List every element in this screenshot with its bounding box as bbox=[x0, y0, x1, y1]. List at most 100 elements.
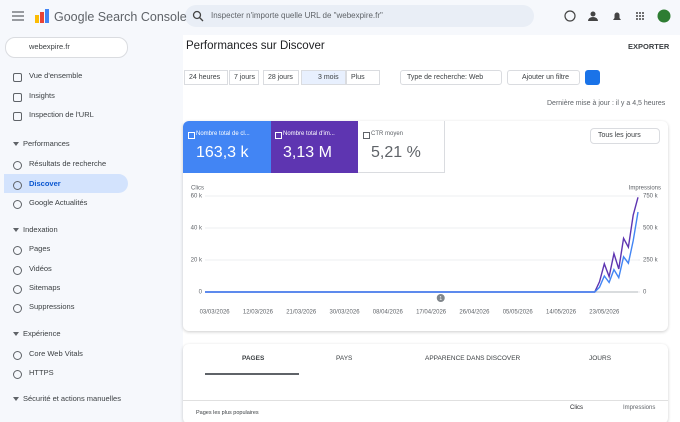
nav-icon bbox=[13, 370, 22, 379]
nav-icon bbox=[13, 161, 22, 170]
nav-item[interactable]: Sitemaps bbox=[29, 283, 61, 292]
tab[interactable]: JOURS bbox=[589, 355, 612, 362]
metric-value: 5,21 % bbox=[371, 144, 421, 161]
y-tick-label: 40 k bbox=[191, 226, 203, 232]
x-tick-label: 12/03/2026 bbox=[243, 310, 274, 316]
date-range-button[interactable] bbox=[346, 70, 380, 85]
y2-tick-label: 250 k bbox=[643, 258, 659, 264]
metric-value: 163,3 k bbox=[196, 144, 249, 161]
series-line bbox=[205, 211, 639, 293]
x-tick-label: 30/03/2026 bbox=[330, 310, 361, 316]
x-tick-label: 23/05/2026 bbox=[589, 310, 620, 316]
metric-checkbox bbox=[188, 132, 195, 139]
nav-item[interactable]: Discover bbox=[29, 179, 61, 188]
metric-label: CTR moyen bbox=[371, 131, 404, 137]
x-tick-label: 26/04/2026 bbox=[459, 310, 490, 316]
page-title: Performances sur Discover bbox=[186, 40, 325, 52]
section-caret bbox=[13, 332, 19, 336]
date-range-label: 7 jours bbox=[234, 74, 256, 81]
filter-button[interactable] bbox=[585, 70, 600, 85]
metric-label: Nombre total de cl... bbox=[196, 131, 250, 137]
search-box[interactable] bbox=[185, 5, 534, 27]
section-caret bbox=[13, 397, 19, 401]
nav-item[interactable]: Suppressions bbox=[29, 302, 75, 311]
y2-tick-label: 500 k bbox=[643, 226, 659, 232]
add-filter: Ajouter un filtre bbox=[522, 74, 570, 81]
section-title[interactable]: Performances bbox=[23, 139, 70, 148]
date-range-button[interactable] bbox=[263, 70, 299, 85]
metric-card[interactable] bbox=[271, 121, 358, 173]
nav-icon bbox=[13, 285, 22, 294]
date-range-label: 28 jours bbox=[268, 74, 293, 81]
export-button[interactable]: EXPORTER bbox=[628, 42, 670, 51]
y2-axis-title: Impressions bbox=[629, 186, 661, 192]
nav-item[interactable]: Vue d'ensemble bbox=[29, 71, 83, 80]
tab[interactable]: PAGES bbox=[242, 355, 265, 362]
date-range-label: 3 mois bbox=[318, 74, 339, 81]
nav-icon bbox=[13, 304, 22, 313]
granularity: Tous les jours bbox=[598, 132, 641, 139]
last-update: Dernière mise à jour : il y a 4,5 heures bbox=[547, 100, 666, 107]
date-range-button[interactable] bbox=[184, 70, 228, 85]
chart: Clics Impressions 0 20 k 40 k 60 k 0 250 k 500 k… bbox=[191, 186, 661, 316]
y2-tick-label: 0 bbox=[643, 290, 647, 296]
y-tick-label: 0 bbox=[199, 290, 203, 296]
menu-icon[interactable] bbox=[12, 11, 24, 21]
search-type: Type de recherche: Web bbox=[407, 74, 484, 81]
table-title: Pages les plus populaires bbox=[196, 410, 259, 416]
nav-icon bbox=[13, 112, 22, 121]
column-header[interactable]: Clics bbox=[570, 405, 583, 411]
date-range-label: 24 heures bbox=[189, 74, 221, 81]
nav-icon bbox=[13, 200, 22, 209]
granularity-select[interactable] bbox=[590, 128, 660, 144]
metric-card[interactable] bbox=[358, 121, 445, 173]
annotation-marker bbox=[436, 294, 445, 302]
x-tick-label: 05/05/2026 bbox=[503, 310, 534, 316]
nav-icon bbox=[13, 266, 22, 275]
column-header[interactable]: Impressions bbox=[623, 405, 656, 411]
nav-item[interactable]: Résultats de recherche bbox=[29, 159, 107, 168]
search-icon bbox=[192, 10, 204, 22]
nav-item[interactable]: Core Web Vitals bbox=[29, 349, 83, 358]
x-tick-label: 03/03/2026 bbox=[200, 310, 231, 316]
section-title[interactable]: Expérience bbox=[23, 329, 61, 338]
section-title[interactable]: Indexation bbox=[23, 225, 58, 234]
property-name: webexpire.fr bbox=[29, 42, 70, 51]
nav-item[interactable]: Vidéos bbox=[29, 264, 52, 273]
add-filter-button[interactable] bbox=[507, 70, 580, 85]
nav-icon bbox=[13, 181, 22, 190]
nav-item[interactable]: Inspection de l'URL bbox=[29, 110, 94, 119]
nav-item[interactable]: Google Actualités bbox=[29, 198, 88, 207]
annotation-label: 1 bbox=[439, 296, 442, 302]
tab[interactable]: APPARENCE DANS DISCOVER bbox=[425, 355, 521, 362]
divider bbox=[183, 400, 668, 401]
header-icons bbox=[564, 9, 671, 23]
series-line bbox=[205, 197, 639, 293]
search-type-button[interactable] bbox=[400, 70, 502, 85]
date-range-button[interactable] bbox=[301, 70, 346, 85]
nav-icon bbox=[13, 246, 22, 255]
nav-icon bbox=[13, 73, 22, 82]
tab-indicator bbox=[205, 373, 299, 375]
logo bbox=[35, 9, 49, 23]
nav-item[interactable]: HTTPS bbox=[29, 368, 54, 377]
nav-item[interactable]: Pages bbox=[29, 244, 51, 253]
product-name: Google Search Console bbox=[54, 10, 187, 24]
section-title[interactable]: Sécurité et actions manuelles bbox=[23, 394, 121, 403]
y-tick-label: 60 k bbox=[191, 194, 203, 200]
section-caret bbox=[13, 142, 19, 146]
x-tick-label: 17/04/2026 bbox=[416, 310, 447, 316]
x-tick-label: 21/03/2026 bbox=[286, 310, 317, 316]
metric-checkbox bbox=[363, 132, 370, 139]
metric-card[interactable] bbox=[183, 121, 271, 173]
nav-item[interactable]: Insights bbox=[29, 91, 55, 100]
metric-checkbox bbox=[275, 132, 282, 139]
date-range-button[interactable] bbox=[229, 70, 259, 85]
date-range-label: Plus bbox=[351, 74, 365, 81]
property-selector[interactable] bbox=[5, 37, 128, 58]
tab[interactable]: PAYS bbox=[336, 355, 353, 362]
active-nav-bg bbox=[4, 174, 128, 193]
search-placeholder: Inspecter n'importe quelle URL de "webex… bbox=[211, 11, 383, 20]
table-card bbox=[183, 344, 668, 422]
section-caret bbox=[13, 228, 19, 232]
